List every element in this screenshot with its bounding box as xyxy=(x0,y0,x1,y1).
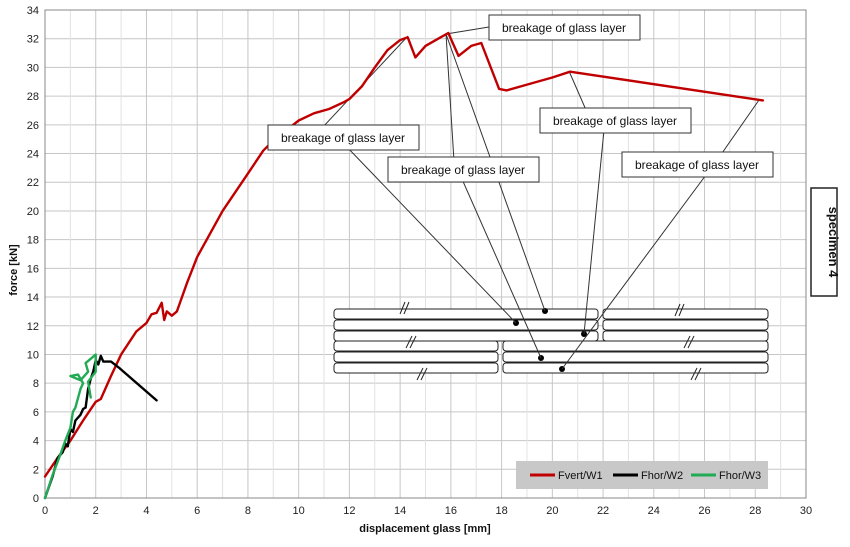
y-tick-label: 30 xyxy=(27,62,39,74)
x-tick-label: 10 xyxy=(293,505,305,517)
y-tick-label: 14 xyxy=(27,292,39,304)
plot-frame xyxy=(44,9,807,499)
y-tick-label: 22 xyxy=(27,177,39,189)
callout-text-4: breakage of glass layer xyxy=(553,114,677,128)
y-tick-label: 2 xyxy=(33,464,39,476)
legend-label-fvert: Fvert/W1 xyxy=(558,470,603,482)
legend-background xyxy=(516,461,768,489)
x-tick-labels: 0 2 4 6 8 10 12 14 16 18 20 22 24 26 28 30 xyxy=(42,505,812,517)
y-tick-label: 0 xyxy=(33,493,39,505)
y-tick-label: 18 xyxy=(27,235,39,247)
callout-box-4: breakage of glass layer xyxy=(539,107,692,134)
callout-text-1: breakage of glass layer xyxy=(281,131,405,145)
y-axis-label: force [kN] xyxy=(8,244,20,296)
x-tick-label: 6 xyxy=(194,505,200,517)
y-tick-label: 10 xyxy=(27,349,39,361)
y-tick-label: 4 xyxy=(33,436,39,448)
x-tick-label: 20 xyxy=(546,505,558,517)
x-tick-label: 2 xyxy=(93,505,99,517)
y-tick-label: 20 xyxy=(27,206,39,218)
callout-box-3: breakage of glass layer xyxy=(387,156,540,183)
glass-layer-schematic xyxy=(333,301,769,381)
break-marks xyxy=(399,301,702,381)
x-tick-label: 24 xyxy=(648,505,660,517)
x-tick-label: 30 xyxy=(800,505,812,517)
y-tick-label: 26 xyxy=(27,120,39,132)
callout-box-5: breakage of glass layer xyxy=(621,151,774,178)
x-tick-label: 16 xyxy=(445,505,457,517)
x-tick-label: 14 xyxy=(394,505,406,517)
x-tick-label: 18 xyxy=(495,505,507,517)
y-tick-label: 8 xyxy=(33,378,39,390)
y-tick-label: 28 xyxy=(27,91,39,103)
y-tick-label: 24 xyxy=(27,149,39,161)
x-tick-label: 4 xyxy=(143,505,149,517)
x-tick-label: 28 xyxy=(749,505,761,517)
series-line-fhor-w3 xyxy=(43,353,97,500)
x-tick-label: 0 xyxy=(42,505,48,517)
x-axis-label: displacement glass [mm] xyxy=(359,523,491,535)
y-tick-label: 12 xyxy=(27,321,39,333)
x-tick-label: 22 xyxy=(597,505,609,517)
upper-layer-stack xyxy=(333,308,769,342)
y-tick-label: 34 xyxy=(27,5,39,17)
x-tick-label: 8 xyxy=(245,505,251,517)
legend-label-fhor-w3: Fhor/W3 xyxy=(719,470,761,482)
callout-text-5: breakage of glass layer xyxy=(635,158,759,172)
y-tick-label: 16 xyxy=(27,263,39,275)
series-line-fhor-w2 xyxy=(43,354,158,500)
y-tick-label: 32 xyxy=(27,34,39,46)
callout-text-3: breakage of glass layer xyxy=(401,163,525,177)
specimen-label-box: specimen 4 xyxy=(810,187,841,297)
callout-box-2: breakage of glass layer xyxy=(488,14,641,41)
callout-box-1: breakage of glass layer xyxy=(267,124,420,151)
y-tick-label: 6 xyxy=(33,407,39,419)
callout-text-2: breakage of glass layer xyxy=(502,21,626,35)
specimen-label: specimen 4 xyxy=(826,207,841,279)
legend-label-fhor-w2: Fhor/W2 xyxy=(641,470,683,482)
axes xyxy=(44,9,807,499)
x-tick-label: 12 xyxy=(343,505,355,517)
x-tick-label: 26 xyxy=(698,505,710,517)
legend: Fvert/W1 Fhor/W2 Fhor/W3 xyxy=(516,461,768,489)
lower-layer-stack xyxy=(333,340,769,374)
